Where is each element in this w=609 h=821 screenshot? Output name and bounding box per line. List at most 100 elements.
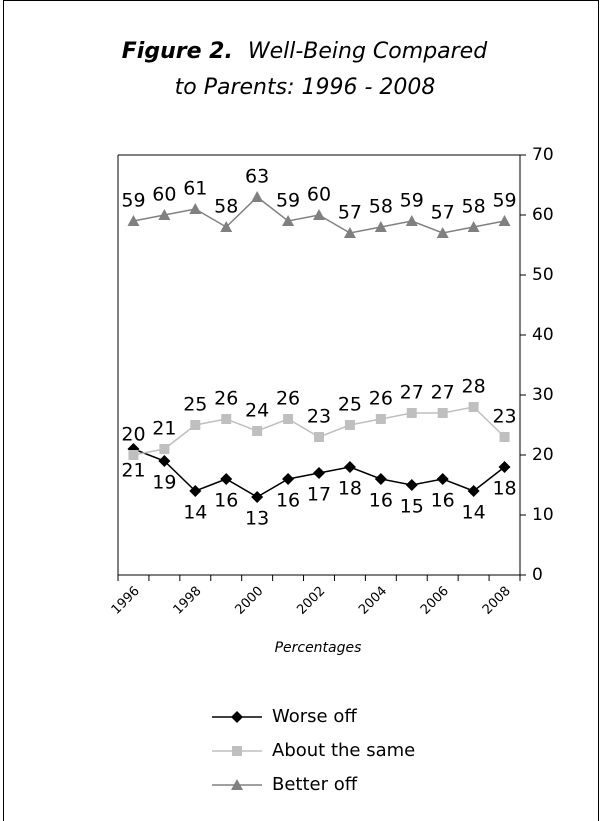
marker [436,473,449,485]
x-tick-label: 1998 [171,584,205,618]
data-label: 14 [183,502,207,524]
marker [158,455,171,467]
data-label: 58 [214,196,238,218]
marker [220,221,233,232]
data-label: 27 [400,382,424,404]
marker [127,215,140,226]
marker [343,227,356,238]
marker [375,414,386,424]
marker [437,408,448,418]
marker [283,414,294,424]
data-label: 58 [462,196,486,218]
data-label: 16 [369,490,393,512]
marker [251,191,264,202]
data-label: 18 [338,478,362,500]
marker [374,221,387,232]
data-label: 25 [183,394,207,416]
marker [313,209,325,220]
data-label: 27 [431,382,455,404]
legend-label: About the same [272,740,415,761]
marker [251,491,264,503]
data-label: 21 [152,418,176,440]
marker [499,432,510,442]
marker [436,227,449,238]
x-tick-label: 2000 [232,584,266,618]
x-tick-label: 2008 [480,584,514,618]
x-tick-label: 2002 [294,584,328,618]
marker [468,402,479,412]
legend-item: Better off [212,774,358,795]
marker [282,215,295,226]
marker [221,414,232,424]
x-tick-label: 1996 [109,584,143,618]
data-label: 59 [121,190,145,212]
data-label: 58 [369,196,393,218]
marker [282,473,295,485]
data-label: 60 [152,184,176,206]
data-label: 13 [245,508,269,530]
marker [343,461,356,473]
legend-item: About the same [212,740,415,761]
legend-label: Worse off [272,706,357,727]
data-label: 21 [121,460,145,482]
data-label: 19 [152,472,176,494]
marker [405,479,418,491]
title-line: to Parents: 1996 - 2008 [175,75,436,100]
marker [231,711,243,723]
data-label: 23 [492,406,516,428]
title-label: Figure 2. [122,39,233,64]
marker [498,461,511,473]
chart-title: Figure 2. Well-Being Compared [122,39,488,64]
data-label: 23 [307,406,331,428]
marker [344,420,355,430]
data-label: 59 [492,190,516,212]
marker [467,221,480,232]
x-tick-label: 2004 [356,584,390,618]
data-label: 18 [492,478,516,500]
data-label: 17 [307,484,331,506]
y-tick-label: 70 [532,145,554,165]
legend-label: Better off [272,774,358,795]
data-label: 63 [245,166,269,188]
marker [232,746,242,756]
data-label: 20 [121,424,145,446]
data-label: 26 [276,388,300,410]
data-label: 59 [276,190,300,212]
data-label: 24 [245,400,269,422]
data-label: 25 [338,394,362,416]
x-tick-label: 2006 [418,584,452,618]
y-tick-label: 50 [532,265,554,285]
data-label: 26 [369,388,393,410]
marker [314,432,324,442]
marker [128,450,139,460]
marker [498,215,511,226]
marker [313,467,325,479]
marker [231,779,243,790]
y-tick-label: 20 [532,445,554,465]
marker [159,444,170,454]
data-label: 57 [431,202,455,224]
y-tick-label: 0 [532,565,543,585]
data-label: 59 [400,190,424,212]
marker [190,420,201,430]
data-label: 26 [214,388,238,410]
y-tick-label: 10 [532,505,554,525]
y-tick-label: 60 [532,205,554,225]
marker [189,485,202,497]
marker [220,473,233,485]
data-label: 61 [183,178,207,200]
marker [406,408,417,418]
title-line: Well-Being Compared [248,39,488,64]
marker [405,215,418,226]
y-tick-label: 30 [532,385,554,405]
x-axis-label: Percentages [275,640,362,656]
legend-item: Worse off [212,706,357,727]
marker [467,485,480,497]
marker [189,203,202,214]
data-label: 28 [462,376,486,398]
marker [252,426,263,436]
marker [158,209,171,220]
marker [374,473,387,485]
data-label: 16 [431,490,455,512]
